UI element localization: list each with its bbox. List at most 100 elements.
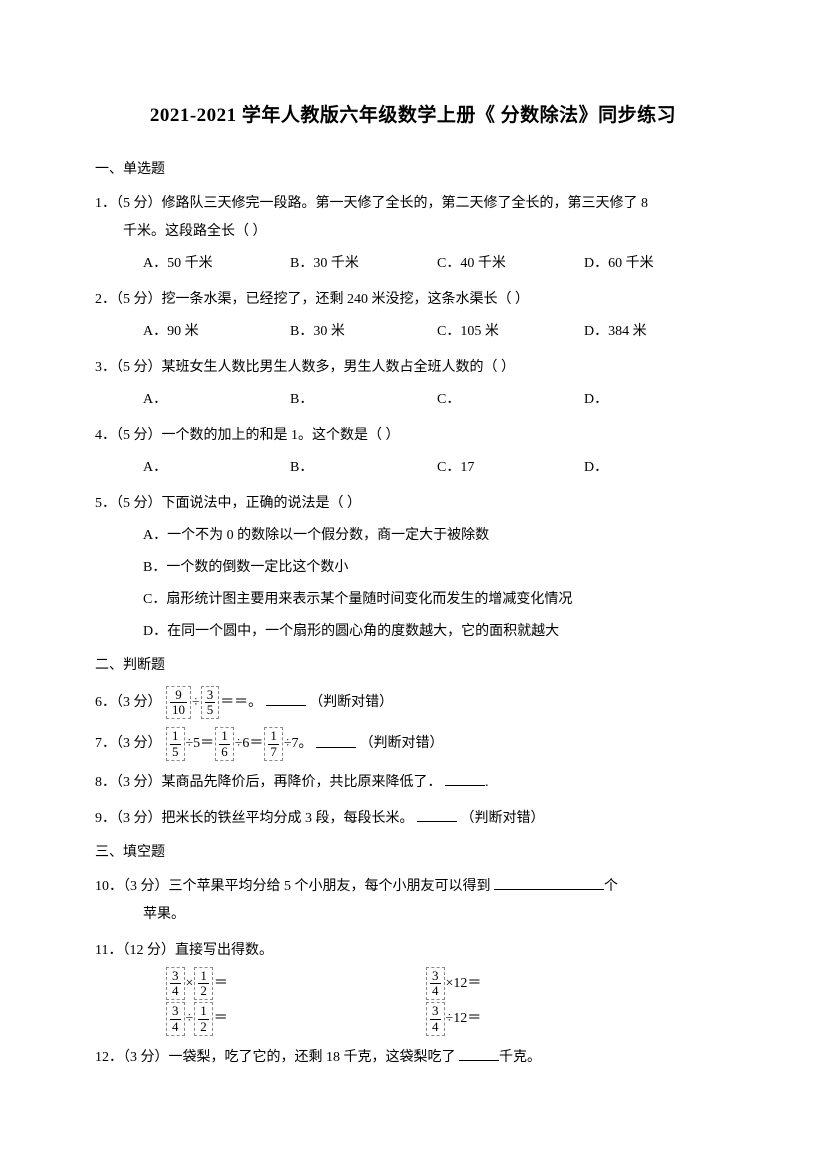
q10-tail: 个 bbox=[604, 879, 618, 894]
q2-text: 挖一条水渠，已经挖了，还剩 240 米没挖，这条水渠长（ ） bbox=[162, 292, 530, 307]
question-4: 4．（5 分）一个数的加上的和是 1。这个数是（ ） A． B． C．17 D． bbox=[95, 422, 731, 482]
q1-points: （5 分） bbox=[116, 196, 162, 211]
q6-num: 6． bbox=[95, 695, 116, 710]
q3-opt-b: B． bbox=[290, 386, 437, 414]
q2-options: A．90 米 B．30 米 C．105 米 D．384 米 bbox=[95, 318, 731, 346]
q1-num: 1． bbox=[95, 196, 116, 211]
page-title: 2021-2021 学年人教版六年级数学上册《 分数除法》同步练习 bbox=[95, 100, 731, 132]
q10-tail2: 苹果。 bbox=[95, 901, 731, 929]
q5-opt-d: D．在同一个圆中，一个扇形的圆心角的度数越大，它的面积就越大 bbox=[143, 618, 731, 646]
q8-tail: . bbox=[485, 775, 489, 790]
q6-frac2: 35 bbox=[201, 686, 220, 720]
q11-calc1: 34 × 12＝ bbox=[165, 967, 425, 1001]
question-5: 5．（5 分）下面说法中，正确的说法是（ ） A．一个不为 0 的数除以一个假分… bbox=[95, 490, 731, 646]
q6-judge: （判断对错） bbox=[309, 695, 393, 710]
q12-blank bbox=[459, 1046, 499, 1061]
q5-opt-b: B．一个数的倒数一定比这个数小 bbox=[143, 554, 731, 582]
q11-text: 直接写出得数。 bbox=[175, 943, 273, 958]
q7-points: （3 分） bbox=[116, 737, 162, 752]
q9-blank bbox=[417, 807, 457, 822]
q2-opt-a: A．90 米 bbox=[143, 318, 290, 346]
q5-num: 5． bbox=[95, 496, 116, 511]
q6-suffix: ＝＝。 bbox=[220, 695, 266, 710]
question-8: 8．（3 分）某商品先降价后，再降价，共比原来降低了． . bbox=[95, 769, 731, 797]
q8-num: 8． bbox=[95, 775, 116, 790]
q12-text: 一袋梨，吃了它的，还剩 18 千克，这袋梨吃了 bbox=[169, 1050, 460, 1065]
q3-num: 3． bbox=[95, 360, 116, 375]
q1-opt-b: B．30 千米 bbox=[290, 250, 437, 278]
q1-options: A．50 千米 B．30 千米 C．40 千米 D．60 千米 bbox=[95, 250, 731, 278]
q2-points: （5 分） bbox=[116, 292, 162, 307]
q5-text: 下面说法中，正确的说法是（ ） bbox=[162, 496, 362, 511]
q10-text: 三个苹果平均分给 5 个小朋友，每个小朋友可以得到 bbox=[169, 879, 495, 894]
q1-text2: 千米。这段路全长（ ） bbox=[95, 218, 731, 246]
q11-calc4: 34 ÷ 12＝ bbox=[425, 1002, 685, 1036]
question-3: 3．（5 分）某班女生人数比男生人数多，男生人数占全班人数的（ ） A． B． … bbox=[95, 354, 731, 414]
q11-row2: 34 ÷ 12＝ 34 ÷ 12＝ bbox=[95, 1002, 731, 1036]
q3-opt-c: C． bbox=[437, 386, 584, 414]
q11-points: （12 分） bbox=[122, 943, 175, 958]
question-11: 11．（12 分）直接写出得数。 34 × 12＝ 34 × 12＝ 34 ÷ … bbox=[95, 937, 731, 1036]
q7-blank bbox=[316, 733, 356, 748]
q1-opt-d: D．60 千米 bbox=[584, 250, 731, 278]
q4-opt-c: C．17 bbox=[437, 454, 584, 482]
q2-num: 2． bbox=[95, 292, 116, 307]
q5-points: （5 分） bbox=[116, 496, 162, 511]
q10-points: （3 分） bbox=[123, 879, 169, 894]
question-12: 12．（3 分）一袋梨，吃了它的，还剩 18 千克，这袋梨吃了 千克。 bbox=[95, 1044, 731, 1072]
q5-opt-c: C．扇形统计图主要用来表示某个量随时间变化而发生的增减变化情况 bbox=[143, 586, 731, 614]
q2-opt-d: D．384 米 bbox=[584, 318, 731, 346]
q9-points: （3 分） bbox=[116, 811, 162, 826]
q4-points: （5 分） bbox=[116, 428, 162, 443]
q8-text: 某商品先降价后，再降价，共比原来降低了． bbox=[162, 775, 442, 790]
q4-opt-d: D． bbox=[584, 454, 731, 482]
q11-row1: 34 × 12＝ 34 × 12＝ bbox=[95, 967, 731, 1001]
q5-options: A．一个不为 0 的数除以一个假分数，商一定大于被除数 B．一个数的倒数一定比这… bbox=[95, 522, 731, 646]
q6-frac1: 910 bbox=[166, 686, 191, 720]
q2-opt-c: C．105 米 bbox=[437, 318, 584, 346]
q7-num: 7． bbox=[95, 737, 116, 752]
question-9: 9．（3 分）把米长的铁丝平均分成 3 段，每段长米。 （判断对错） bbox=[95, 805, 731, 833]
q9-judge: （判断对错） bbox=[461, 811, 545, 826]
q1-opt-a: A．50 千米 bbox=[143, 250, 290, 278]
question-7: 7．（3 分） 15÷5＝16÷6＝17÷7。 （判断对错） bbox=[95, 727, 731, 761]
q12-points: （3 分） bbox=[123, 1050, 169, 1065]
q3-options: A． B． C． D． bbox=[95, 386, 731, 414]
q10-blank bbox=[494, 875, 604, 890]
q2-opt-b: B．30 米 bbox=[290, 318, 437, 346]
q3-opt-d: D． bbox=[584, 386, 731, 414]
q9-num: 9． bbox=[95, 811, 116, 826]
q11-calc3: 34 ÷ 12＝ bbox=[165, 1002, 425, 1036]
q1-opt-c: C．40 千米 bbox=[437, 250, 584, 278]
q4-opt-b: B． bbox=[290, 454, 437, 482]
q6-blank bbox=[266, 691, 306, 706]
q4-options: A． B． C．17 D． bbox=[95, 454, 731, 482]
q3-opt-a: A． bbox=[143, 386, 290, 414]
q7-mid3: ÷7。 bbox=[284, 737, 316, 752]
q8-blank bbox=[445, 771, 485, 786]
section-1-header: 一、单选题 bbox=[95, 158, 731, 182]
q1-text1: 修路队三天修完一段路。第一天修了全长的，第二天修了全长的，第三天修了 8 bbox=[162, 196, 649, 211]
q7-mid1: ÷5＝ bbox=[186, 737, 215, 752]
q4-opt-a: A． bbox=[143, 454, 290, 482]
q7-frac3: 17 bbox=[264, 727, 283, 761]
section-2-header: 二、判断题 bbox=[95, 654, 731, 678]
q11-calc2: 34 × 12＝ bbox=[425, 967, 685, 1001]
q9-text: 把米长的铁丝平均分成 3 段，每段长米。 bbox=[162, 811, 418, 826]
section-3-header: 三、填空题 bbox=[95, 841, 731, 865]
q12-num: 12． bbox=[95, 1050, 123, 1065]
q4-num: 4． bbox=[95, 428, 116, 443]
q4-text: 一个数的加上的和是 1。这个数是（ ） bbox=[162, 428, 400, 443]
q6-points: （3 分） bbox=[116, 695, 162, 710]
question-10: 10．（3 分）三个苹果平均分给 5 个小朋友，每个小朋友可以得到 个 苹果。 bbox=[95, 873, 731, 929]
q7-judge: （判断对错） bbox=[360, 737, 444, 752]
q5-opt-a: A．一个不为 0 的数除以一个假分数，商一定大于被除数 bbox=[143, 522, 731, 550]
q10-num: 10． bbox=[95, 879, 123, 894]
question-2: 2．（5 分）挖一条水渠，已经挖了，还剩 240 米没挖，这条水渠长（ ） A．… bbox=[95, 286, 731, 346]
q3-text: 某班女生人数比男生人数多，男生人数占全班人数的（ ） bbox=[162, 360, 516, 375]
question-1: 1．（5 分）修路队三天修完一段路。第一天修了全长的，第二天修了全长的，第三天修… bbox=[95, 190, 731, 278]
question-6: 6．（3 分） 910÷35＝＝。 （判断对错） bbox=[95, 686, 731, 720]
q3-points: （5 分） bbox=[116, 360, 162, 375]
q12-tail: 千克。 bbox=[499, 1050, 541, 1065]
q7-frac1: 15 bbox=[166, 727, 185, 761]
